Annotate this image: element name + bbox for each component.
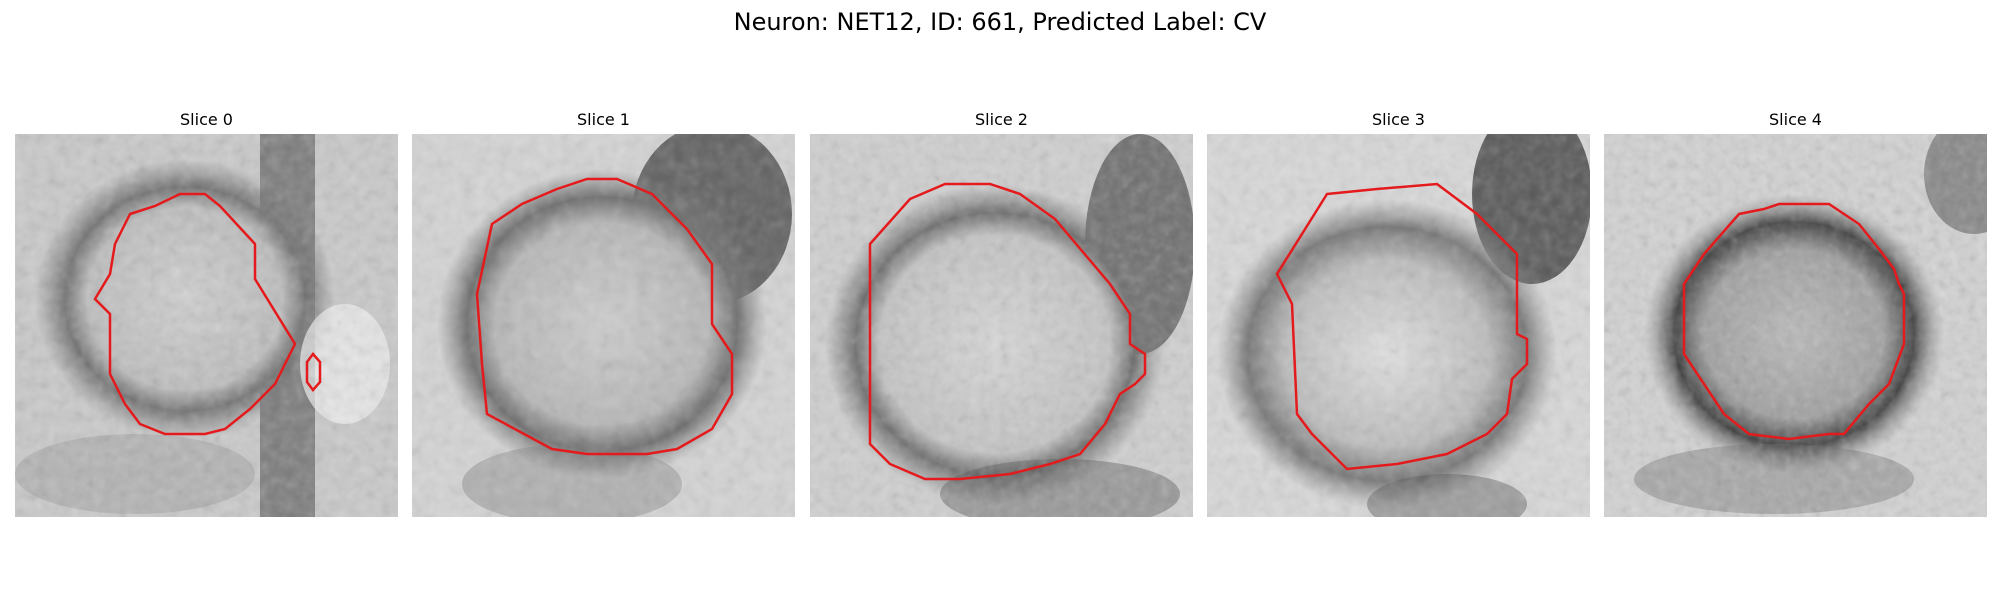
slice-title-0: Slice 0 bbox=[180, 110, 233, 129]
slice-panel-4: Slice 4 bbox=[1604, 110, 1987, 517]
contour-3 bbox=[1275, 182, 1529, 471]
slice-image-0 bbox=[15, 134, 398, 517]
contour-0-small bbox=[305, 352, 322, 392]
slice-image-4 bbox=[1604, 134, 1987, 517]
slice-title-1: Slice 1 bbox=[577, 110, 630, 129]
slice-image-1 bbox=[412, 134, 795, 517]
slice-title-4: Slice 4 bbox=[1769, 110, 1822, 129]
contour-0 bbox=[93, 192, 297, 436]
slice-panel-3: Slice 3 bbox=[1207, 110, 1590, 517]
contour-4 bbox=[1682, 202, 1906, 441]
slice-panel-0: Slice 0 bbox=[15, 110, 398, 517]
figure-title: Neuron: NET12, ID: 661, Predicted Label:… bbox=[733, 8, 1267, 36]
contour-2 bbox=[868, 182, 1147, 481]
slice-title-2: Slice 2 bbox=[975, 110, 1028, 129]
contour-1 bbox=[475, 177, 734, 456]
slice-image-3 bbox=[1207, 134, 1590, 517]
slice-image-2 bbox=[810, 134, 1193, 517]
slice-title-3: Slice 3 bbox=[1372, 110, 1425, 129]
slice-panel-1: Slice 1 bbox=[412, 110, 795, 517]
slice-panel-2: Slice 2 bbox=[810, 110, 1193, 517]
